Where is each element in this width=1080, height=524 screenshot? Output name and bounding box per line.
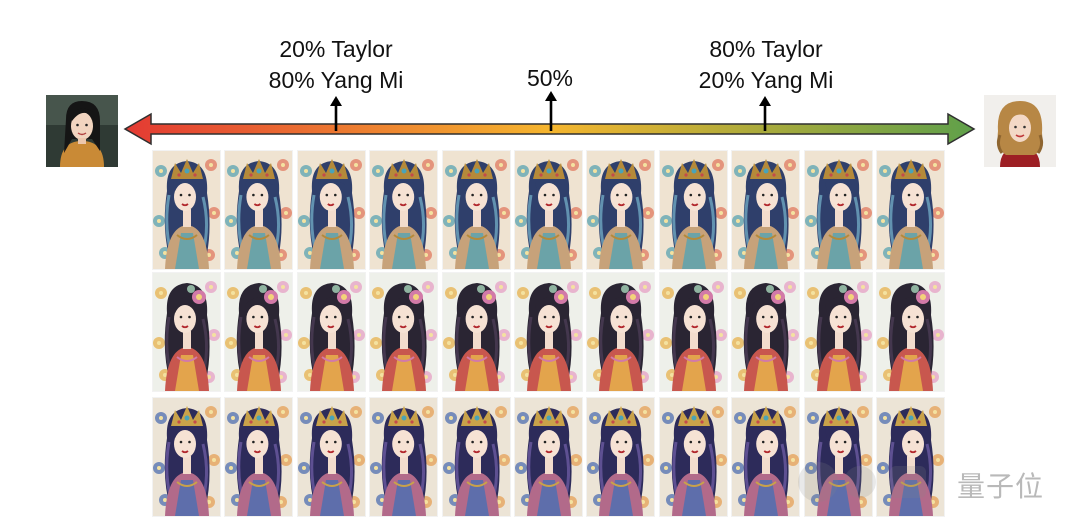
portrait-tile xyxy=(805,398,872,516)
pointer-arrow-80 xyxy=(759,96,771,131)
portrait-tile xyxy=(153,151,220,269)
portrait-tile xyxy=(877,398,944,516)
portrait-tile xyxy=(370,398,437,516)
portrait-tile xyxy=(225,398,292,516)
portrait-tile xyxy=(515,273,582,391)
gradient-bar xyxy=(123,112,976,146)
portrait-tile xyxy=(877,151,944,269)
portrait-tile xyxy=(298,273,365,391)
portrait-tile xyxy=(153,398,220,516)
watermark-icon xyxy=(798,462,926,502)
portrait-tile xyxy=(660,398,727,516)
portrait-yang-mi xyxy=(46,95,118,167)
portrait-tile xyxy=(732,398,799,516)
label-line: 80% Yang Mi xyxy=(268,67,404,93)
label-line: 20% Taylor xyxy=(279,36,393,62)
portrait-tile xyxy=(370,151,437,269)
portrait-tile xyxy=(805,273,872,391)
watermark-text: 量子位 xyxy=(957,470,1045,503)
portrait-tile xyxy=(225,273,292,391)
spectrum-arrow xyxy=(123,91,976,146)
portrait-tile xyxy=(225,151,292,269)
portrait-tile xyxy=(805,151,872,269)
label-50: 50% xyxy=(500,63,600,94)
label-80-taylor: 80% Taylor 20% Yang Mi xyxy=(684,34,848,96)
pointer-arrow-20 xyxy=(330,96,342,131)
portrait-tile xyxy=(587,151,654,269)
portrait-tile xyxy=(877,273,944,391)
portrait-tile xyxy=(587,273,654,391)
portrait-tile xyxy=(298,151,365,269)
portrait-tile xyxy=(515,398,582,516)
portrait-tile xyxy=(732,273,799,391)
portrait-tile xyxy=(660,273,727,391)
portrait-tile xyxy=(298,398,365,516)
portrait-tile xyxy=(515,151,582,269)
portrait-tile xyxy=(153,273,220,391)
portrait-tile xyxy=(587,398,654,516)
portrait-taylor xyxy=(984,95,1056,167)
label-line: 80% Taylor xyxy=(709,36,823,62)
portrait-tile xyxy=(660,151,727,269)
portrait-tile xyxy=(443,398,510,516)
label-line: 50% xyxy=(526,65,574,91)
label-line: 20% Yang Mi xyxy=(698,67,834,93)
portrait-tile xyxy=(443,151,510,269)
label-20-taylor: 20% Taylor 80% Yang Mi xyxy=(256,34,416,96)
pointer-arrow-50 xyxy=(545,91,557,131)
portrait-tile xyxy=(732,151,799,269)
portrait-tile xyxy=(443,273,510,391)
portrait-tile xyxy=(370,273,437,391)
